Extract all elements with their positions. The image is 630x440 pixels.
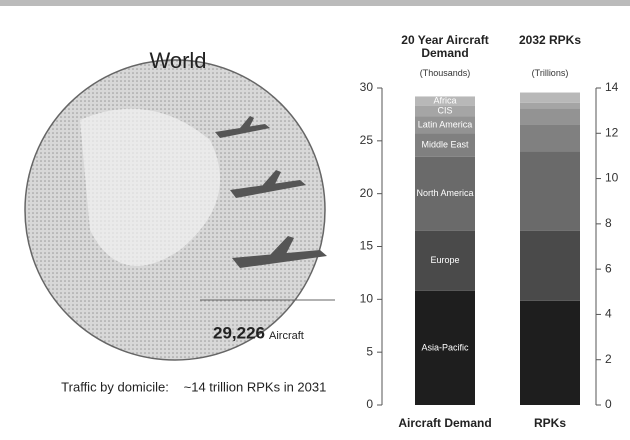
segment-label: Africa — [433, 96, 456, 106]
x-tick-label: RPKs — [534, 416, 566, 430]
bar-segment — [520, 124, 580, 152]
aircraft-count: 29,226 — [213, 323, 265, 342]
bar-segment — [415, 133, 475, 157]
segment-label: Asia-Pacific — [421, 342, 469, 352]
segment-label: North America — [416, 188, 473, 198]
y-tick-label: 25 — [360, 133, 374, 147]
bar-segment — [415, 116, 475, 134]
bar-segment — [520, 151, 580, 231]
y2-tick-label: 8 — [605, 216, 612, 230]
y-tick-label: 20 — [360, 186, 374, 200]
y-tick-label: 10 — [360, 292, 374, 306]
y2-tick-label: 10 — [605, 171, 619, 185]
bar-unit: (Thousands) — [419, 68, 471, 78]
y-tick-label: 30 — [360, 80, 374, 94]
bar-segment — [520, 300, 580, 405]
bar-segment — [520, 92, 580, 103]
bar-segment — [415, 290, 475, 405]
y2-tick-label: 6 — [605, 261, 612, 275]
globe-land — [80, 108, 220, 266]
segment-label: Middle East — [421, 139, 469, 149]
y2-tick-label: 14 — [605, 80, 619, 94]
bar-segment — [520, 108, 580, 125]
bar-title: 20 Year Aircraft Demand — [401, 33, 489, 60]
bar-title: 2032 RPKs — [518, 33, 582, 47]
traffic-text: ~14 trillion RPKs in 2031 — [184, 379, 327, 394]
segment-label: Latin America — [418, 119, 473, 129]
top-border — [0, 0, 630, 6]
bar-segment — [520, 102, 580, 109]
y-tick-label: 0 — [366, 397, 373, 411]
traffic-label: Traffic by domicile: — [61, 379, 169, 394]
x-tick-label: Aircraft Demand — [398, 416, 491, 430]
bar-segment — [415, 230, 475, 291]
aircraft-unit: Aircraft — [269, 330, 304, 342]
planes — [215, 116, 327, 268]
segment-label: Europe — [430, 255, 459, 265]
bar-segment — [415, 105, 475, 117]
y2-tick-label: 2 — [605, 352, 612, 366]
globe-title: World — [149, 48, 206, 73]
bar-segment — [520, 230, 580, 301]
bar-unit: (Trillions) — [531, 68, 569, 78]
y-tick-label: 5 — [366, 344, 373, 358]
y2-tick-label: 0 — [605, 397, 612, 411]
y2-tick-label: 12 — [605, 125, 619, 139]
y-tick-label: 15 — [360, 239, 374, 253]
bar-segment — [415, 96, 475, 106]
y2-tick-label: 4 — [605, 307, 612, 321]
segment-label: CIS — [437, 106, 452, 116]
bar-segment — [415, 156, 475, 231]
